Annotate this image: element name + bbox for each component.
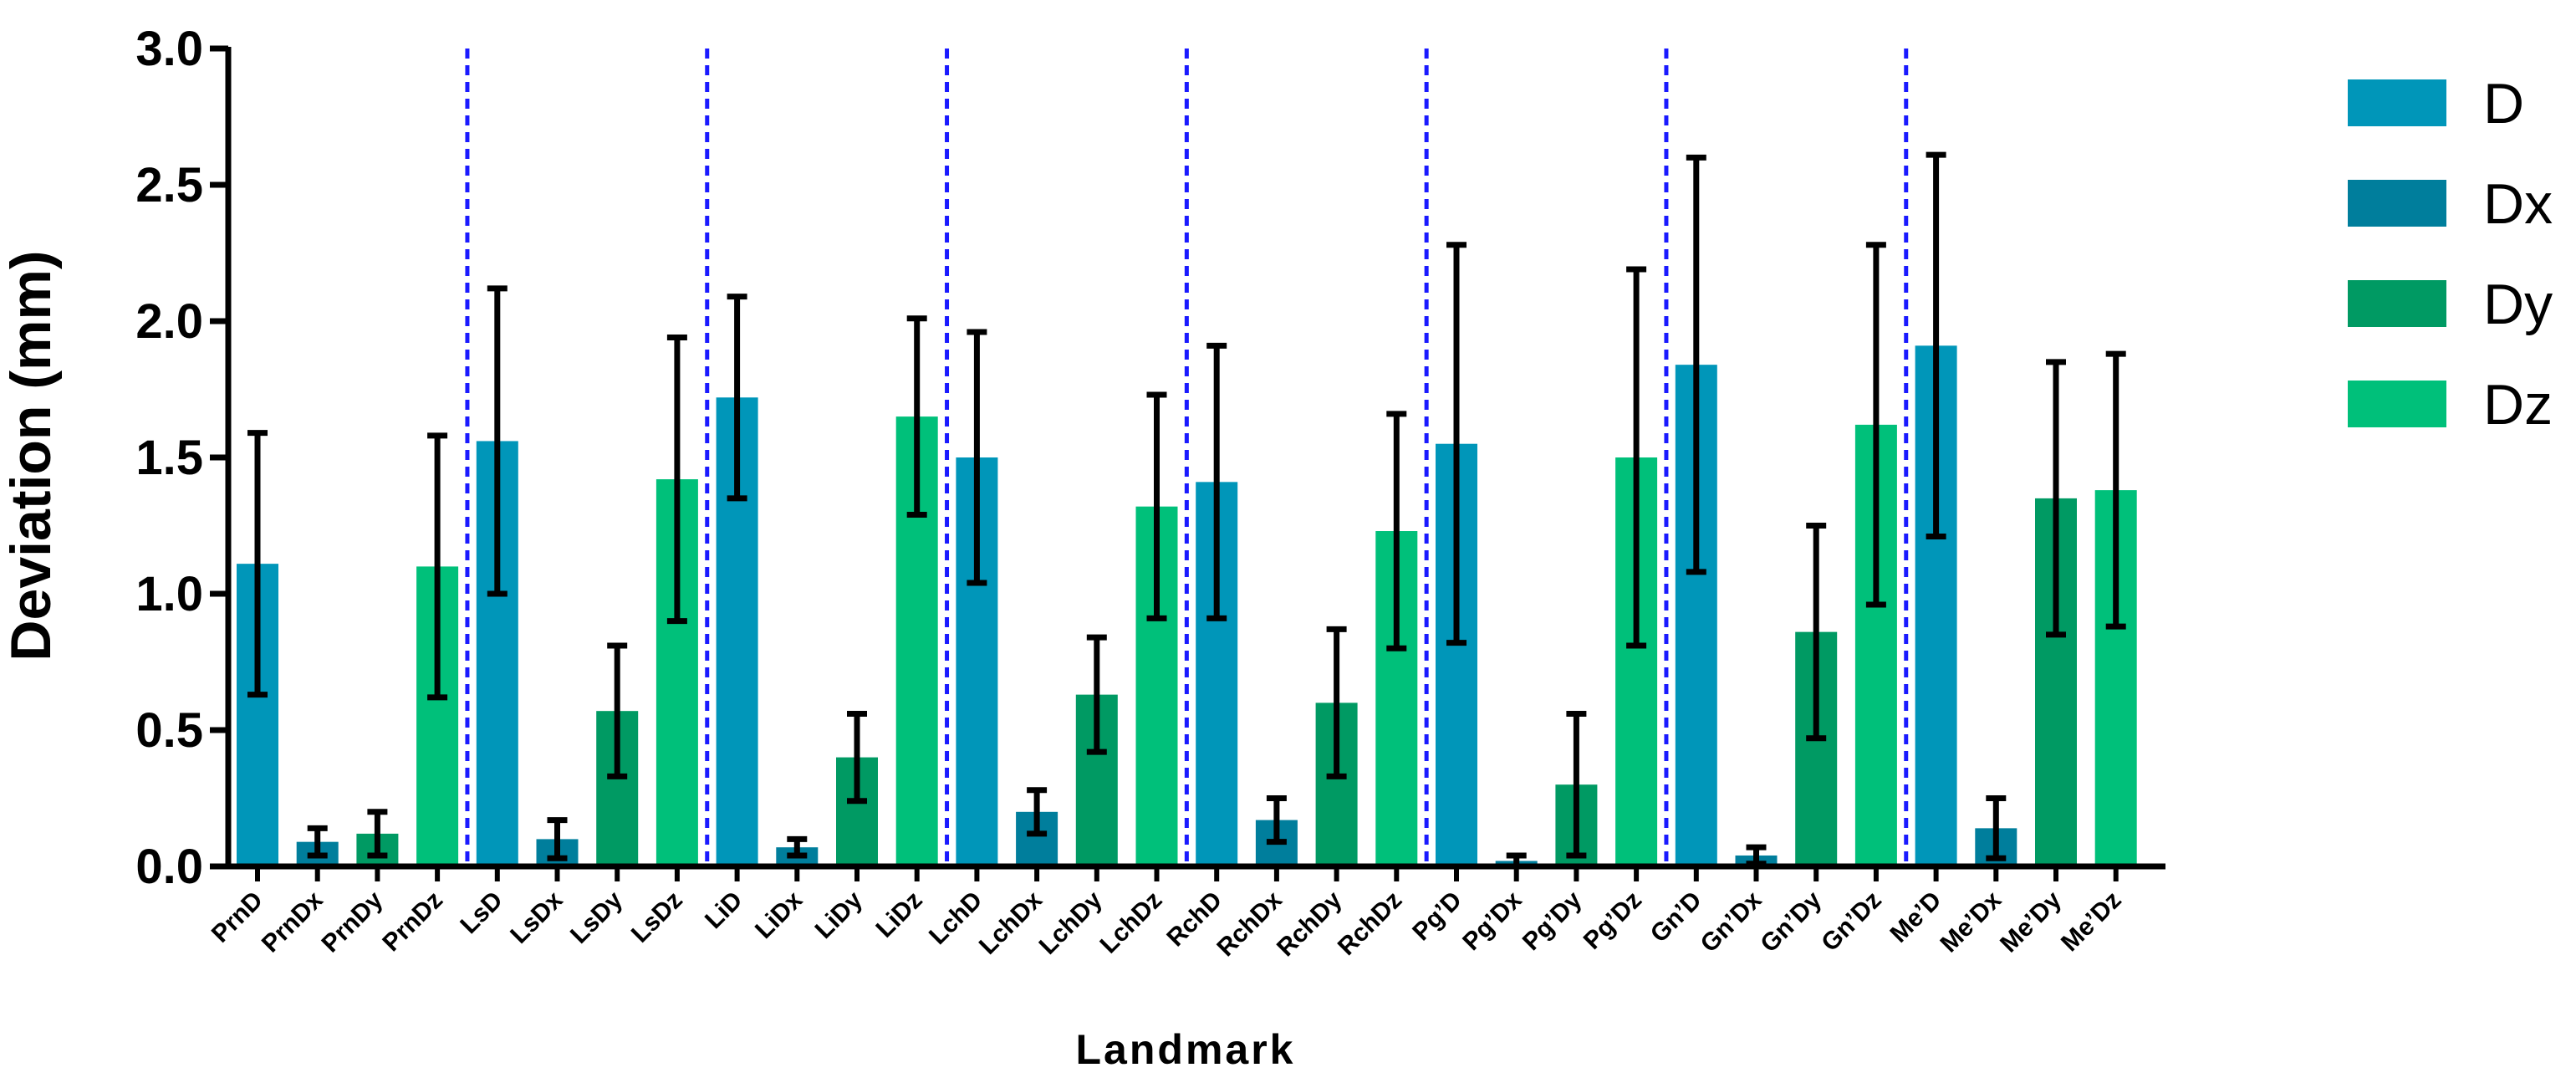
x-tick-label: LiDy xyxy=(810,886,869,944)
error-bar-Gn’Dz xyxy=(1865,242,1886,608)
legend-item-Dx: Dx xyxy=(2348,172,2553,236)
x-tick-label: Pg’Dy xyxy=(1518,886,1588,956)
legend-swatch xyxy=(2348,79,2446,126)
y-tick-label: 1.5 xyxy=(135,431,203,485)
y-axis-label: Deviation (mm) xyxy=(0,250,63,661)
error-bar-LchDy xyxy=(1086,634,1107,755)
x-tick-label: Gn’Dy xyxy=(1755,886,1827,958)
error-bar-Gn’D xyxy=(1686,154,1706,575)
error-bars xyxy=(247,151,2126,870)
error-bar-PrnD xyxy=(247,430,268,698)
x-axis-label: Landmark xyxy=(1076,1026,1296,1073)
error-bar-LiDy xyxy=(847,710,867,805)
error-bar-LchDz xyxy=(1146,391,1167,621)
x-tick-label: LchDz xyxy=(1094,886,1167,959)
group-separators xyxy=(465,49,1909,866)
y-tick-label: 0.0 xyxy=(135,840,203,894)
y-ticks: 0.0 0.5 1.0 1.5 2.0 2.5 3.0 xyxy=(135,22,228,894)
error-bar-LchDx xyxy=(1027,787,1048,837)
legend-item-Dz: Dz xyxy=(2348,373,2553,437)
error-bar-RchDz xyxy=(1386,411,1407,651)
y-tick-label: 2.0 xyxy=(135,294,203,349)
x-tick-label: PrnDy xyxy=(317,886,389,958)
error-bar-PrnDy xyxy=(367,809,388,859)
x-tick-label: LiDx xyxy=(750,886,809,944)
legend-label: Dz xyxy=(2483,373,2553,437)
error-bar-Me’Dx xyxy=(1986,795,2007,861)
error-bar-Me’D xyxy=(1926,151,1946,540)
error-bar-PrnDz xyxy=(427,432,448,701)
error-bar-LchD xyxy=(967,329,987,586)
y-tick-label: 1.0 xyxy=(135,567,203,621)
x-tick-label: Me’Dy xyxy=(1995,886,2067,958)
error-bar-LsDz xyxy=(666,335,687,625)
legend-item-D: D xyxy=(2348,72,2524,135)
x-tick-label: Gn’Dz xyxy=(1816,886,1887,958)
x-tick-label: LchDx xyxy=(974,886,1048,959)
legend-item-Dy: Dy xyxy=(2348,273,2553,336)
x-tick-label: Me’Dz xyxy=(2056,886,2127,958)
error-bar-LiD xyxy=(727,294,747,502)
x-tick-label: RchDz xyxy=(1333,886,1407,961)
x-tick-label: RchDy xyxy=(1272,886,1348,962)
error-bar-Gn’Dy xyxy=(1806,523,1827,742)
legend-swatch xyxy=(2348,381,2446,427)
x-tick-label: LiDz xyxy=(871,886,928,943)
x-tick-label: LsD xyxy=(455,886,508,939)
error-bar-LsDy xyxy=(607,642,628,779)
error-bar-RchDx xyxy=(1266,795,1287,845)
error-bar-LsD xyxy=(487,285,508,597)
x-tick-label: LsDx xyxy=(505,886,568,948)
y-tick-label: 3.0 xyxy=(135,22,203,76)
error-bar-LiDx xyxy=(787,835,808,859)
error-bar-LsDx xyxy=(547,817,568,861)
x-tick-label: Gn’Dx xyxy=(1696,886,1767,958)
x-tick-label: PrnDz xyxy=(377,886,448,958)
error-bar-Pg’Dy xyxy=(1566,710,1587,859)
error-bar-RchDy xyxy=(1326,626,1347,779)
x-tick-label: Pg’Dz xyxy=(1579,886,1647,955)
legend-label: D xyxy=(2483,72,2524,135)
x-tick-label: Me’Dx xyxy=(1935,886,2007,958)
x-tick-label: PrnDx xyxy=(257,886,329,958)
legend-label: Dy xyxy=(2483,273,2553,336)
y-tick-label: 2.5 xyxy=(135,158,203,212)
x-tick-label: RchDx xyxy=(1211,886,1288,962)
y-tick-label: 0.5 xyxy=(135,703,203,758)
error-bar-Pg’D xyxy=(1446,242,1467,646)
x-tick-label: LsDz xyxy=(626,886,688,948)
x-tick-label: LiD xyxy=(700,886,748,935)
x-tick-label: LsDy xyxy=(565,886,628,948)
error-bar-LiDz xyxy=(906,315,927,518)
x-tick-label: Pg’Dx xyxy=(1457,886,1528,956)
legend-swatch xyxy=(2348,280,2446,327)
error-bar-RchD xyxy=(1206,342,1227,621)
error-bar-Gn’Dx xyxy=(1746,844,1767,867)
legend: D Dx Dy Dz xyxy=(2348,72,2553,437)
legend-swatch xyxy=(2348,180,2446,227)
error-bar-Me’Dz xyxy=(2105,350,2126,630)
x-tick-label: LchDy xyxy=(1034,886,1108,959)
error-bar-PrnDx xyxy=(307,825,328,859)
error-bar-Me’Dy xyxy=(2046,359,2066,638)
error-bar-Pg’Dz xyxy=(1626,266,1647,649)
legend-label: Dx xyxy=(2483,172,2553,236)
bars xyxy=(237,345,2137,867)
